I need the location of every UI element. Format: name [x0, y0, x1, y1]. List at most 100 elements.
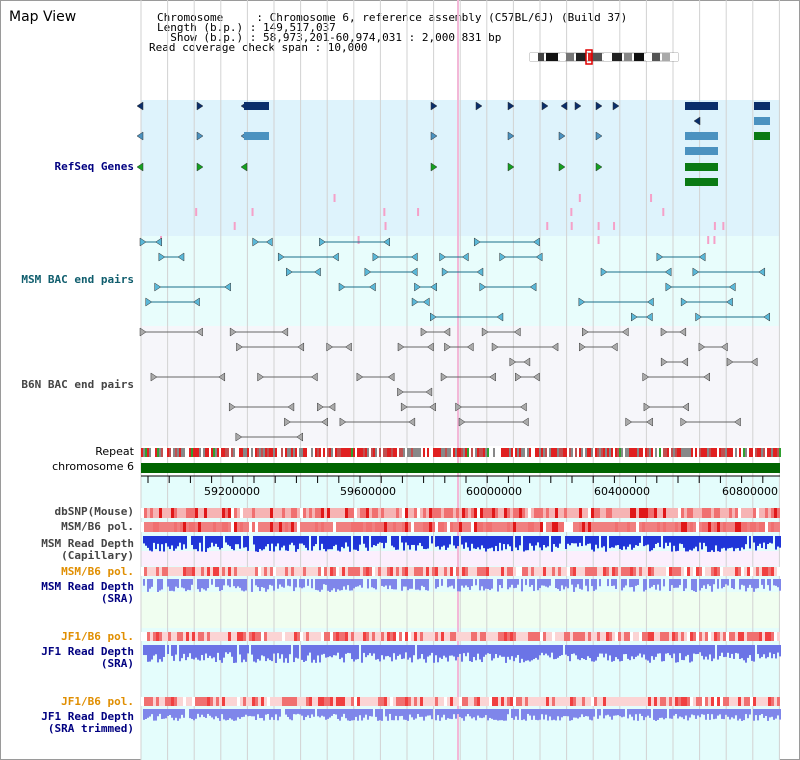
jf1-sra-depth-bar — [391, 645, 393, 662]
msm-sra-depth-bar — [717, 579, 719, 589]
jf1-trimmed-depth-bar — [765, 709, 767, 716]
msm-pol-strip — [216, 522, 219, 532]
jf1-pol2-strip — [486, 697, 489, 706]
b6n-bac-end — [345, 342, 352, 352]
jf1-pol-strip — [267, 632, 270, 641]
refseq-genes-label[interactable]: RefSeq Genes — [54, 160, 134, 173]
repeat-segment — [503, 448, 505, 457]
repeat-segment — [321, 448, 323, 457]
jf1-trimmed-depth-bar — [303, 709, 305, 721]
msm-sra-depth-bar — [469, 579, 471, 590]
msm-sra-depth-bar — [513, 579, 515, 589]
msm-pol-strip — [348, 522, 351, 532]
jf1-sra-depth-bar — [277, 645, 279, 654]
msm-pol2-strip — [564, 567, 567, 576]
msm-sra-depth-bar — [149, 579, 151, 589]
repeat-segment — [545, 448, 547, 457]
msm-bac-label[interactable]: MSM BAC end pairs — [21, 273, 134, 286]
jf1-pol-strip — [513, 632, 516, 641]
jf1-pol2-strip — [432, 697, 435, 706]
msm-pol2-strip — [174, 567, 177, 576]
jf1-pol-strip — [300, 632, 303, 641]
msm-sra-depth-bar — [709, 579, 711, 586]
msm-capillary-depth-bar — [635, 536, 637, 546]
dbsnp-strip — [189, 508, 192, 518]
dbsnp-strip — [417, 508, 420, 518]
repeat-segment — [565, 448, 567, 457]
jf1-pol-strip — [426, 632, 429, 641]
jf1-trimmed-depth-bar — [717, 709, 719, 716]
dbsnp-strip — [303, 508, 306, 518]
dbsnp-strip — [162, 508, 165, 518]
repeat-segment — [305, 448, 307, 457]
msm-sra-depth-bar — [235, 579, 237, 589]
dbsnp-strip — [252, 508, 255, 518]
dbsnp-strip — [753, 508, 756, 518]
dbsnp-strip — [150, 508, 153, 518]
repeat-segment — [461, 448, 463, 457]
msm-pol-strip — [672, 522, 675, 532]
jf1-sra-depth-bar — [235, 645, 237, 663]
msm-pol-strip — [507, 522, 510, 532]
jf1-trimmed-depth-bar — [153, 709, 155, 721]
ideogram-band — [566, 53, 574, 61]
jf1-trimmed-depth-bar — [689, 709, 691, 718]
b6n-bac-end — [646, 417, 653, 427]
msm-pol-strip — [297, 522, 300, 532]
dbsnp-strip — [432, 508, 435, 518]
jf1-pol-strip — [372, 632, 375, 641]
jf1-sra-depth-bar — [753, 645, 755, 662]
repeat-segment — [447, 448, 449, 457]
jf1-sra-depth-bar — [269, 645, 271, 661]
repeat-segment — [547, 448, 549, 457]
jf1-trimmed-depth-bar — [591, 709, 593, 721]
jf1-pol-strip — [234, 632, 237, 641]
msm-capillary-depth-bar — [487, 536, 489, 549]
dbsnp-strip — [621, 508, 624, 518]
repeat-segment — [621, 448, 623, 457]
msm-pol2-strip — [144, 567, 147, 576]
jf1-sra-depth-bar — [643, 645, 645, 655]
dbsnp-strip — [393, 508, 396, 518]
dbsnp-strip — [465, 508, 468, 518]
msm-sra-depth-bar — [449, 579, 451, 587]
dbsnp-strip — [726, 508, 729, 518]
jf1-sra-depth-bar — [739, 645, 741, 660]
jf1-trimmed-depth-bar — [567, 709, 569, 717]
msm-capillary-depth-bar — [341, 536, 343, 547]
repeat-segment — [477, 448, 479, 457]
msm-sra-depth-bar — [611, 579, 613, 586]
msm-sra-depth-bar — [571, 579, 573, 585]
msm-sra-depth-bar — [777, 579, 779, 588]
repeat-segment — [773, 448, 775, 457]
jf1-sra-depth-bar — [707, 645, 709, 660]
b6n-bac-end — [660, 327, 668, 337]
dbsnp-strip — [516, 508, 519, 518]
jf1-pol-strip — [414, 632, 417, 641]
msm-capillary-depth-bar — [731, 536, 733, 548]
b6n-bac-label[interactable]: B6N BAC end pairs — [21, 378, 134, 391]
msm-capillary-depth-bar — [671, 536, 673, 552]
jf1-pol2-strip — [636, 697, 639, 706]
repeat-segment — [735, 448, 737, 457]
repeat-segment — [691, 448, 693, 457]
jf1-pol2-strip — [213, 697, 216, 706]
msm-pol2-strip — [264, 567, 267, 576]
jf1-sra-depth-bar — [757, 645, 759, 654]
jf1-pol2-strip — [324, 697, 327, 706]
msm-pol-strip — [357, 522, 360, 532]
jf1-sra-depth-bar — [641, 645, 643, 658]
msm-capillary-depth-bar — [367, 536, 369, 551]
msm-pol2-strip — [396, 567, 399, 576]
msm-capillary-depth-bar — [413, 536, 415, 545]
jf1-pol-strip — [681, 632, 684, 641]
jf1-sra-depth-bar — [555, 645, 557, 659]
repeat-segment — [635, 448, 637, 457]
msm-sra-depth-bar — [623, 579, 625, 588]
jf1-pol2-strip — [771, 697, 774, 706]
dbsnp-strip — [171, 508, 174, 518]
msm-capillary-depth-bar — [591, 536, 593, 550]
jf1-pol-strip — [609, 632, 612, 641]
repeat-segment — [297, 448, 299, 457]
